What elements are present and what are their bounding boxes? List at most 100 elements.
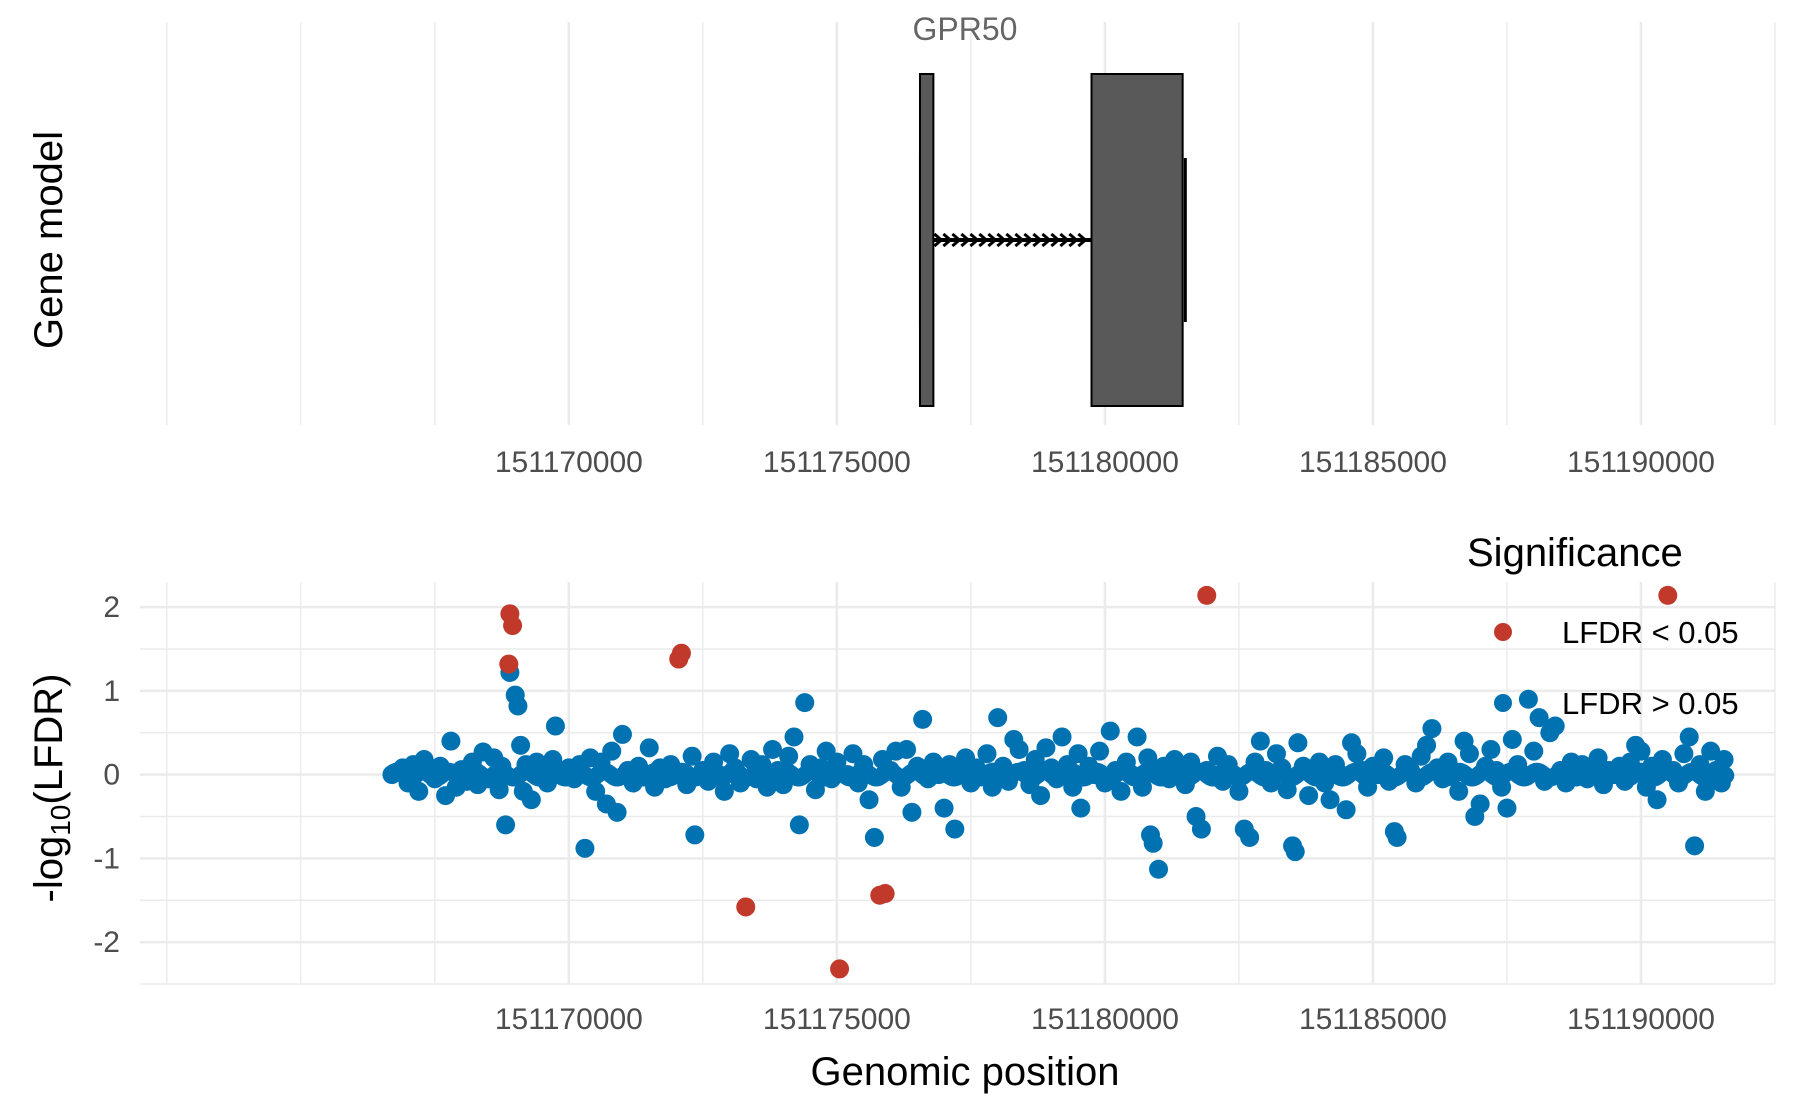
point-significant	[1197, 585, 1217, 605]
point-not-significant	[521, 790, 541, 810]
point-not-significant	[805, 780, 825, 800]
strand-arrow	[1005, 232, 1016, 248]
point-not-significant	[784, 727, 804, 747]
scatter-x-tick-label: 151185000	[1299, 1003, 1447, 1036]
point-not-significant	[1309, 752, 1329, 772]
point-not-significant	[1068, 744, 1088, 764]
strand-arrow	[1014, 232, 1025, 248]
point-not-significant	[1492, 777, 1512, 797]
point-not-significant	[1175, 775, 1195, 795]
scatter-xlabel: Genomic position	[810, 1050, 1119, 1094]
point-not-significant	[511, 735, 531, 755]
point-not-significant	[1529, 708, 1549, 728]
point-not-significant	[545, 716, 565, 736]
strand-arrow	[942, 232, 953, 248]
strand-arrow	[1077, 232, 1088, 248]
point-not-significant	[1647, 790, 1667, 810]
point-not-significant	[1669, 773, 1689, 793]
strand-arrow	[978, 232, 989, 248]
point-not-significant	[972, 765, 992, 785]
point-not-significant	[677, 775, 697, 795]
point-not-significant	[880, 760, 900, 780]
point-not-significant	[682, 746, 702, 766]
scatter-y-tick-label: 1	[103, 675, 120, 708]
point-not-significant	[1127, 727, 1147, 747]
point-not-significant	[848, 773, 868, 793]
point-not-significant	[496, 815, 516, 835]
scatter-y-tick-label: 2	[103, 591, 120, 624]
point-not-significant	[1336, 800, 1356, 820]
scatter-y-tick-label: 0	[103, 759, 120, 792]
point-not-significant	[1224, 765, 1244, 785]
point-significant	[875, 884, 895, 904]
point-not-significant	[1679, 727, 1699, 747]
point-not-significant	[1266, 744, 1286, 764]
gene-model-panel: Gene model GPR50 151170000 151175000 15118…	[27, 11, 1776, 479]
gene-x-tick-label: 151190000	[1567, 446, 1715, 479]
point-not-significant	[1299, 786, 1319, 806]
point-not-significant	[1288, 733, 1308, 753]
point-not-significant	[1502, 729, 1522, 749]
point-not-significant	[789, 815, 809, 835]
point-not-significant	[1534, 771, 1554, 791]
point-not-significant	[1449, 781, 1469, 801]
point-not-significant	[934, 798, 954, 818]
point-not-significant	[1331, 765, 1351, 785]
point-not-significant	[1047, 769, 1067, 789]
point-not-significant	[720, 744, 740, 764]
point-not-significant	[725, 758, 745, 778]
point-not-significant	[827, 752, 847, 772]
point-not-significant	[913, 709, 933, 729]
point-not-significant	[409, 781, 429, 801]
legend-title: Significance	[1467, 531, 1683, 575]
point-not-significant	[564, 769, 584, 789]
point-not-significant	[1513, 765, 1533, 785]
point-not-significant	[489, 780, 509, 800]
point-not-significant	[1406, 773, 1426, 793]
scatter-y-ticks: 2 1 0 -1 -2	[93, 591, 120, 959]
point-not-significant	[1685, 836, 1705, 856]
point-not-significant	[1695, 781, 1715, 801]
point-not-significant	[508, 696, 528, 716]
exon-2	[1090, 73, 1184, 407]
point-not-significant	[1714, 750, 1734, 770]
point-not-significant	[1181, 752, 1201, 772]
point-not-significant	[1422, 719, 1442, 739]
point-not-significant	[1285, 842, 1305, 862]
scatter-x-tick-label: 151180000	[1031, 1003, 1179, 1036]
point-not-significant	[1149, 859, 1169, 879]
point-not-significant	[1545, 716, 1565, 736]
point-not-significant	[1031, 786, 1051, 806]
point-not-significant	[1443, 765, 1463, 785]
strand-arrow	[996, 232, 1007, 248]
strand-arrow	[1041, 232, 1052, 248]
point-not-significant	[1320, 790, 1340, 810]
point-not-significant	[768, 760, 788, 780]
scatter-ylabel-subscript: 10	[45, 805, 76, 836]
point-not-significant	[1063, 777, 1083, 797]
strand-arrow	[1068, 232, 1079, 248]
legend-swatch-not-significant	[1494, 694, 1512, 712]
point-not-significant	[1111, 781, 1131, 801]
point-not-significant	[864, 827, 884, 847]
point-not-significant	[859, 790, 879, 810]
point-not-significant	[602, 741, 622, 761]
point-not-significant	[795, 693, 815, 713]
point-not-significant	[1132, 777, 1152, 797]
point-not-significant	[1122, 765, 1142, 785]
point-not-significant	[1486, 760, 1506, 780]
gene-model-gridlines	[166, 22, 1776, 425]
point-significant	[669, 649, 689, 669]
point-not-significant	[897, 740, 917, 759]
point-not-significant	[634, 765, 654, 785]
scatter-x-ticks: 151170000 151175000 151180000 151185000 1511…	[495, 1003, 1715, 1036]
scatter-x-tick-label: 151175000	[763, 1003, 911, 1036]
exon-1	[918, 73, 935, 407]
point-not-significant	[1250, 731, 1270, 751]
point-not-significant	[993, 756, 1013, 776]
point-not-significant	[1524, 741, 1544, 761]
point-not-significant	[982, 777, 1002, 797]
point-not-significant	[822, 769, 842, 789]
point-not-significant	[1240, 827, 1260, 847]
point-not-significant	[779, 746, 799, 766]
